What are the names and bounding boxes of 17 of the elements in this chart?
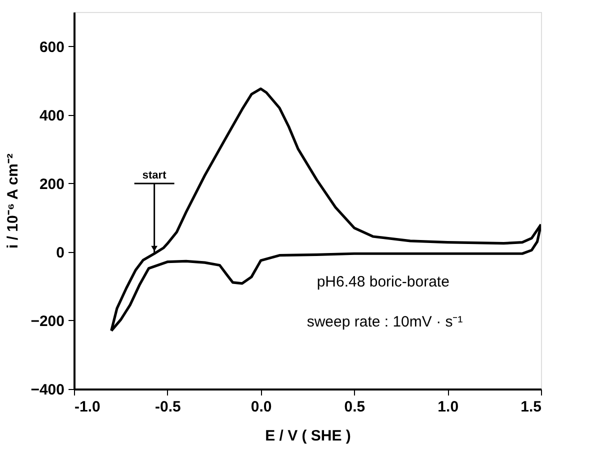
y-tick-label: 400 (39, 107, 64, 124)
x-tick-label: -1.0 (74, 398, 100, 416)
annotation: pH6.48 boric-borate (316, 274, 450, 291)
annotation: start (142, 170, 167, 182)
annotation: sweep rate : 10mV · s⁻¹ (306, 314, 463, 331)
x-tick-label: 1.0 (438, 398, 459, 416)
y-tick-label: 200 (39, 176, 64, 193)
y-tick-label: −400 (30, 382, 64, 398)
y-tick-label: 0 (56, 244, 64, 262)
y-tick-label: 600 (39, 38, 64, 56)
x-tick-label: 0.5 (344, 398, 366, 416)
y-tick-label: −200 (30, 312, 64, 330)
x-tick-label: 0.0 (250, 398, 272, 416)
y-axis-title: i / 10⁻⁶ A cm⁻² (4, 154, 22, 248)
x-axis-title: E / V ( SHE ) (265, 428, 351, 444)
x-tick-label: -0.5 (154, 398, 181, 416)
x-tick-label: 1.5 (520, 398, 542, 416)
